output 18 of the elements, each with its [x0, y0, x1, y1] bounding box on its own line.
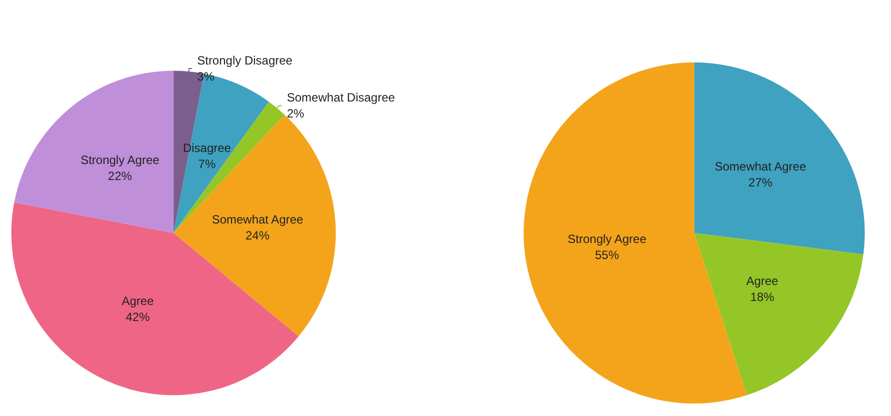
- slice-label: Strongly Disagree: [197, 53, 293, 68]
- slice-label: Somewhat Agree: [212, 212, 304, 227]
- slice-label: Strongly Agree: [80, 153, 160, 168]
- slice-label: Strongly Agree: [568, 232, 647, 246]
- data-label: 22%: [108, 169, 132, 184]
- slice-label: Somewhat Agree: [714, 160, 806, 174]
- data-label: 7%: [198, 156, 216, 171]
- data-label: 42%: [126, 310, 150, 324]
- slice-label: Somewhat Disagree: [286, 90, 396, 105]
- data-label: 2%: [286, 106, 305, 121]
- slice-label: Disagree: [182, 140, 232, 155]
- data-label: 55%: [594, 248, 620, 262]
- data-label: 3%: [197, 69, 215, 84]
- slice-label: Agree: [122, 294, 154, 308]
- data-label: 27%: [748, 176, 773, 190]
- data-label: 24%: [245, 228, 270, 243]
- data-label: 18%: [750, 290, 775, 304]
- slice-label: Agree: [746, 274, 779, 288]
